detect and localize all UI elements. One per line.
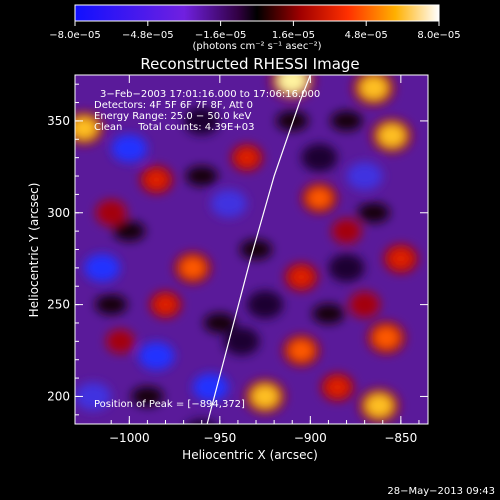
x-axis-label: Heliocentric X (arcsec) (182, 448, 318, 462)
x-tick-label: −900 (294, 431, 327, 445)
dark-region (95, 294, 128, 315)
positive-flux-spot (307, 188, 331, 208)
colorbar (74, 4, 440, 22)
positive-flux-spot (180, 257, 205, 278)
colorbar-unit-label: (photons cm⁻² s⁻¹ asec⁻²) (192, 41, 321, 52)
dark-region (131, 386, 164, 407)
x-tick-label: −950 (203, 431, 236, 445)
negative-flux-spot (328, 253, 365, 282)
chart-title: Reconstructed RHESSI Image (140, 55, 359, 73)
colorbar-tick-label: 4.8e−05 (345, 30, 388, 41)
dark-region (330, 110, 363, 131)
x-tick-label: −850 (384, 431, 417, 445)
positive-flux-spot (145, 170, 168, 189)
positive-flux-spot (251, 385, 279, 408)
positive-flux-spot (155, 295, 176, 314)
dark-region (203, 312, 236, 333)
positive-flux-spot (374, 327, 399, 349)
info-block: 3−Feb−2003 17:01:16.000 to 17:06:16.000 … (94, 89, 320, 133)
info-line-energy: Energy Range: 25.0 − 50.0 keV (94, 111, 251, 122)
y-tick-label: 300 (47, 206, 70, 220)
negative-flux-spot (210, 189, 247, 218)
positive-flux-spot (354, 296, 375, 314)
colorbar-tick-label: 8.0e−05 (417, 30, 460, 41)
negative-flux-spot (192, 373, 229, 402)
info-line-detectors: Detectors: 4F 5F 6F 7F 8F, Att 0 (94, 100, 253, 111)
negative-flux-spot (183, 106, 220, 135)
positive-flux-spot (290, 267, 313, 287)
negative-flux-spot (301, 143, 338, 172)
solar-limb-line (206, 75, 311, 424)
y-tick-label: 200 (47, 389, 70, 403)
positive-flux-spot (378, 124, 405, 147)
colorbar-tick-label: −8.0e−05 (49, 30, 101, 41)
negative-flux-spot (247, 290, 284, 319)
colorbar-ticks: −8.0e−05 −4.8e−05 −1.6e−05 1.6e−05 4.8e−05 8.… (49, 21, 461, 41)
positive-flux-spot (236, 148, 258, 167)
footer-timestamp: 28−May−2013 09:43 (387, 486, 495, 497)
info-line-counts: Clean Total counts: 4.39E+03 (94, 122, 254, 133)
negative-flux-spot (346, 162, 383, 191)
negative-flux-spot (75, 382, 112, 411)
positive-flux-spot (336, 222, 357, 240)
peak-position-label: Position of Peak = [−894,372] (94, 399, 245, 410)
y-tick-label: 350 (47, 114, 70, 128)
positive-flux-spot (389, 249, 413, 269)
dark-region (240, 239, 273, 260)
heatmap-image (75, 75, 428, 424)
colorbar-tick-label: −4.8e−05 (122, 30, 174, 41)
negative-flux-spot (84, 253, 121, 282)
positive-flux-spot (360, 76, 388, 100)
positive-flux-spot (289, 340, 314, 361)
y-axis-label: Heliocentric Y (arcsec) (27, 183, 41, 318)
positive-flux-spot (326, 378, 349, 397)
positive-flux-spot (75, 117, 97, 140)
dark-region (357, 202, 390, 223)
axis-ticks: −1000 −950 −900 −850 200 250 300 350 (47, 75, 428, 445)
dark-region (276, 110, 309, 131)
dark-region (113, 221, 146, 242)
positive-flux-spot (365, 394, 393, 417)
negative-flux-spot (111, 134, 148, 163)
positive-flux-spot (277, 75, 307, 93)
info-line-time: 3−Feb−2003 17:01:16.000 to 17:06:16.000 (100, 89, 320, 100)
dark-region (185, 166, 218, 187)
y-tick-label: 250 (47, 298, 70, 312)
x-tick-label: −1000 (109, 431, 150, 445)
negative-flux-spot (223, 327, 260, 356)
dark-region (312, 303, 345, 324)
negative-flux-spot (138, 342, 175, 371)
positive-flux-spot (101, 204, 122, 222)
positive-flux-spot (111, 333, 130, 350)
colorbar-tick-label: 1.6e−05 (272, 30, 315, 41)
colorbar-tick-label: −1.6e−05 (195, 30, 247, 41)
